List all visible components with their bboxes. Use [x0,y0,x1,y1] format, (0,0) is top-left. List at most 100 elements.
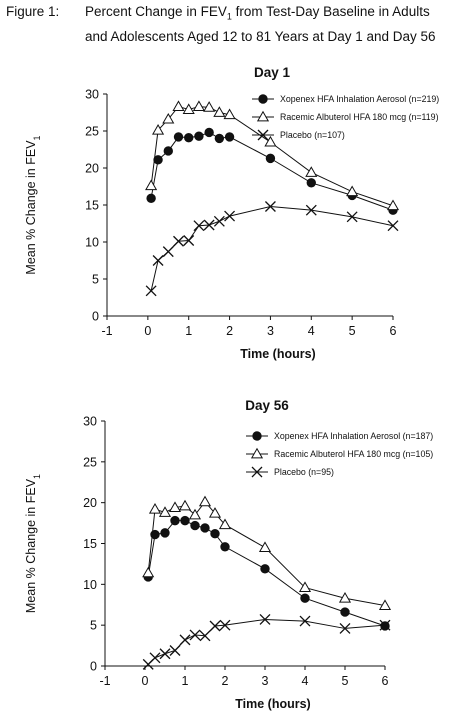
data-point [183,235,195,246]
legend: Xopenex HFA Inhalation Aerosol (n=219) Ra… [252,94,439,141]
data-point [305,204,317,216]
data-point [339,622,351,634]
data-point [203,219,215,231]
y-tick-label: 5 [90,619,97,633]
data-point [204,127,214,138]
legend-label: Racemic Albuterol HFA 180 mcg (n=119) [280,112,439,122]
x-marker-stroke [183,235,195,246]
data-point [219,619,231,631]
data-point [209,620,221,632]
data-point [210,529,220,539]
x-marker-stroke [179,634,191,646]
data-point [173,132,184,142]
data-point [214,133,225,144]
data-point [379,619,391,631]
series-line [147,520,386,627]
data-point [189,629,201,641]
data-point [162,246,174,258]
x-marker-stroke [251,466,263,478]
x-tick-label: 2 [222,674,229,688]
x-marker-stroke [224,210,236,222]
x-marker-stroke [259,613,271,625]
series-filled-circle [143,515,390,631]
x-tick-label: 6 [382,674,389,688]
y-tick-label: 15 [85,199,99,213]
y-axis-title-text: Mean % Change in FEV [24,478,38,613]
figure-label: Figure 1: [6,4,60,19]
data-point [193,220,205,232]
x-tick-label: 3 [262,674,269,688]
x-tick-label: 0 [142,674,149,688]
x-marker-stroke [189,629,201,641]
data-point [149,652,161,664]
figure-header: Figure 1: Percent Change in FEV1 from Te… [6,2,470,44]
x-marker-stroke [305,204,317,216]
data-point [258,541,272,552]
y-tick-label: 15 [83,537,97,551]
legend-label: Racemic Albuterol HFA 180 mcg (n=105) [274,449,433,459]
x-tick-label: 4 [302,674,309,688]
data-point [199,630,211,642]
y-tick-label: 0 [92,310,99,324]
data-point [340,607,350,617]
data-point [180,515,190,526]
data-point [158,506,172,517]
data-point [148,502,162,514]
x-marker-stroke [159,648,171,660]
series-open-triangle [145,100,400,211]
x-axis-title: Time (hours) [235,697,310,711]
data-point [200,523,210,533]
y-tick-label: 0 [90,660,97,674]
data-point [224,132,235,142]
data-point [179,634,191,646]
x-marker-stroke [169,645,181,656]
legend-marker [257,129,269,141]
data-point [265,153,276,164]
x-marker-stroke [219,619,231,631]
data-point [142,566,155,578]
x-marker-stroke [152,255,164,266]
data-point [260,564,270,574]
data-point [145,285,157,297]
data-point [378,599,392,610]
legend: Xopenex HFA Inhalation Aerosol (n=187) Ra… [246,431,433,478]
data-point [159,648,171,660]
data-point [170,515,180,526]
data-point [190,520,200,531]
x-tick-label: 3 [267,324,274,338]
data-point [146,193,156,204]
figure-title-tail: from Test-Day Baseline in Adults [231,4,430,19]
y-tick-label: 25 [85,125,99,139]
x-marker-stroke [213,215,225,227]
x-marker-stroke [162,246,174,258]
x-axis-title: Time (hours) [240,347,315,361]
x-marker-stroke [209,620,221,632]
data-point [264,135,277,147]
data-point [198,495,212,507]
data-point [213,106,226,117]
x-marker-stroke [257,129,269,141]
data-point [152,255,164,266]
legend-marker [251,466,263,478]
data-point [224,210,236,222]
data-point [264,201,276,212]
figure-title-line-1: Percent Change in FEV1 from Test-Day Bas… [85,2,470,27]
y-tick-label: 5 [92,273,99,287]
data-point [168,501,182,512]
y-axis-title-subscript: 1 [32,474,42,479]
data-point [173,235,184,247]
x-marker-stroke [346,211,358,223]
y-tick-label: 20 [85,162,99,176]
data-point [160,528,170,538]
y-tick-label: 20 [83,496,97,510]
y-tick-label: 30 [85,88,99,102]
figure-title-subscript: 1 [226,11,232,22]
x-tick-label: 1 [185,324,192,338]
data-point [306,178,316,188]
legend-marker [258,94,268,104]
y-tick-label: 25 [83,455,97,469]
data-point [223,108,236,120]
data-point [305,166,318,177]
